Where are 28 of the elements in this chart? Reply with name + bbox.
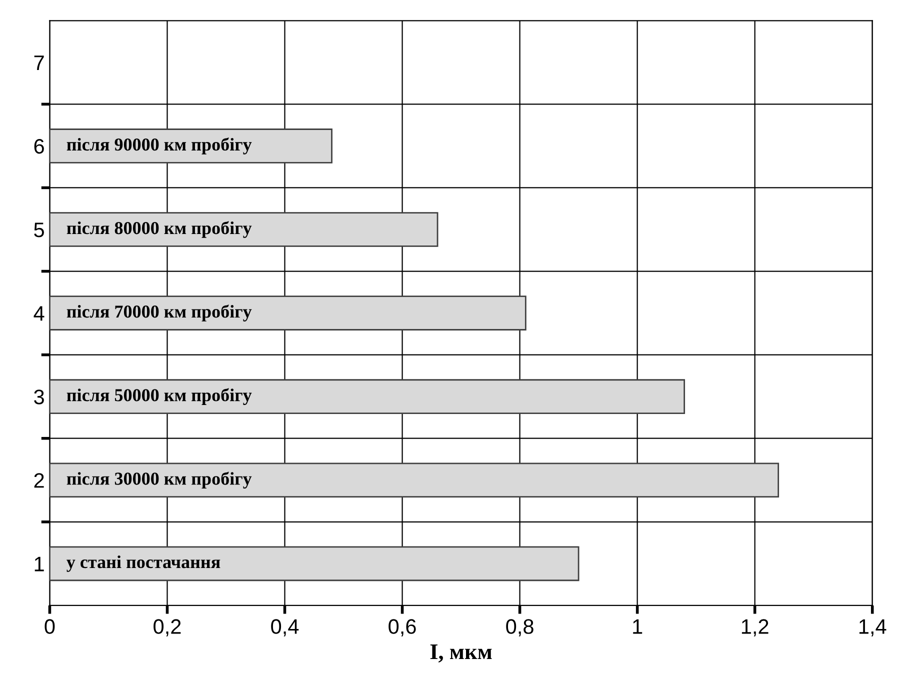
annotation: після 70000 км пробігу — [66, 304, 252, 322]
bar — [50, 212, 438, 247]
annotation: у стані постачання — [66, 555, 220, 572]
annotation: після 80000 км пробігу — [66, 221, 252, 238]
y-tick-label: 2 — [34, 473, 44, 488]
y-tick-label: 1 — [34, 556, 44, 572]
x-axis-title: I, мкм — [430, 644, 492, 662]
annotation: після 50000 км пробігу — [66, 388, 252, 405]
x-tick-label: 1,2 — [742, 619, 768, 636]
bar — [50, 546, 580, 582]
annotation: після 90000 км пробігу — [66, 138, 252, 154]
x-tick-label: 0,8 — [506, 619, 534, 636]
x-tick-label: 0,2 — [154, 619, 181, 636]
x-tick-label: 0 — [44, 619, 55, 634]
bar — [50, 128, 332, 164]
x-tick-label: 1 — [633, 619, 642, 634]
bar — [50, 462, 780, 498]
x-tick-label: 1,4 — [859, 619, 886, 636]
bar — [50, 296, 526, 330]
x-tick-label: 0,6 — [388, 619, 416, 636]
y-tick-label: 4 — [34, 306, 44, 321]
x-tick-label: 0,4 — [271, 619, 299, 636]
y-tick-label: 7 — [34, 56, 44, 70]
y-tick-label: 3 — [34, 390, 44, 404]
y-tick-label: 6 — [34, 138, 44, 154]
bar — [50, 379, 686, 414]
y-tick-label: 5 — [34, 222, 44, 238]
annotation: після 30000 км пробігу — [66, 472, 252, 489]
